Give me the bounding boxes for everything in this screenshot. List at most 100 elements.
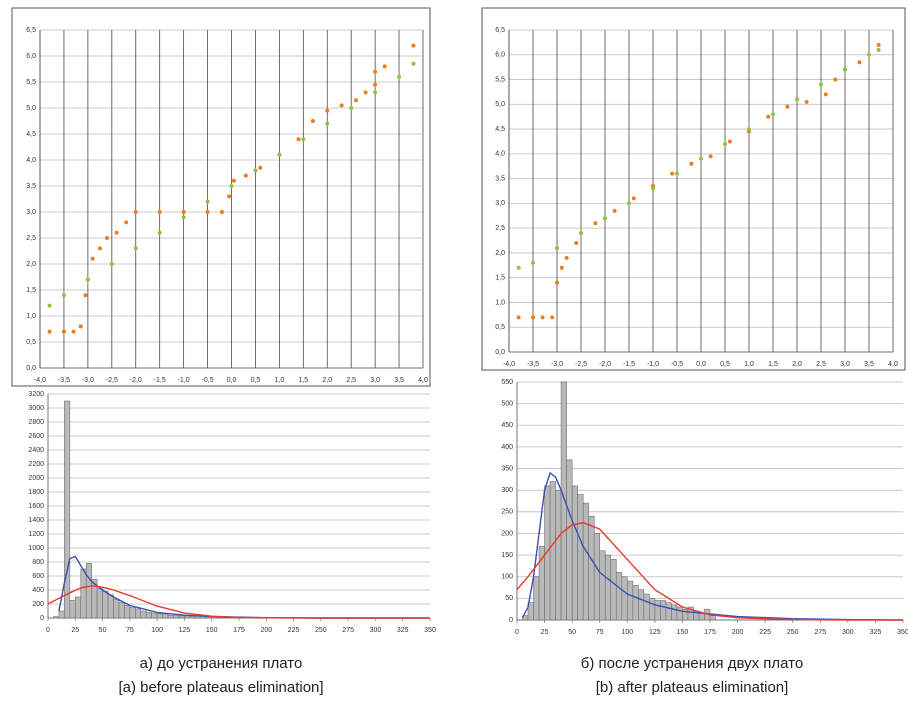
point (157, 230, 162, 235)
point (90, 256, 95, 261)
x-tick-label: 2,0 (322, 377, 332, 384)
x-tick-label: 25 (541, 629, 549, 636)
x-tick-label: -3,5 (527, 361, 539, 368)
y-tick-label: 3200 (28, 391, 44, 398)
point (708, 154, 713, 159)
x-tick-label: 275 (342, 627, 354, 634)
caption-translation: [b) after plateaus elimination] (596, 679, 789, 696)
x-tick-label: -2,0 (130, 377, 142, 384)
y-tick-label: 1,5 (26, 287, 36, 294)
point (382, 64, 387, 69)
point (85, 277, 90, 282)
bar (102, 591, 109, 619)
bar (80, 568, 87, 619)
x-tick-label: -1,0 (178, 377, 190, 384)
x-tick-label: 3,5 (394, 377, 404, 384)
x-tick-label: 0 (515, 629, 519, 636)
bar (151, 612, 158, 619)
x-tick-label: 1,0 (275, 377, 285, 384)
x-tick-label: 0,5 (251, 377, 261, 384)
point (219, 210, 224, 214)
y-tick-label: 5,5 (495, 76, 505, 83)
x-tick-label: 0,0 (696, 361, 706, 368)
point (71, 329, 76, 334)
point (301, 137, 306, 142)
x-tick-label: 200 (260, 627, 272, 634)
bar (118, 602, 125, 619)
point (675, 171, 679, 176)
x-tick-label: 300 (842, 629, 854, 636)
x-tick-label: 1,5 (768, 361, 778, 368)
point (699, 156, 703, 161)
point (83, 293, 88, 298)
bar (167, 614, 174, 619)
point (819, 82, 823, 87)
point (727, 139, 732, 144)
caption: б) после устранения двух плато (581, 655, 803, 672)
x-tick-label: -2,0 (599, 361, 611, 368)
point (78, 324, 83, 329)
point (876, 42, 881, 47)
point (227, 194, 232, 199)
caption-translation: [a) before plateaus elimination] (118, 679, 323, 696)
bar (571, 485, 578, 621)
x-tick-label: -4,0 (34, 377, 46, 384)
y-tick-label: 600 (32, 573, 44, 580)
y-tick-label: 0,5 (495, 324, 505, 331)
point (603, 216, 607, 221)
x-tick-label: -4,0 (503, 361, 515, 368)
y-tick-label: 3,0 (26, 209, 36, 216)
point (531, 315, 535, 320)
bar (162, 614, 169, 619)
point (612, 208, 617, 213)
x-tick-label: 275 (814, 629, 826, 636)
y-tick-label: 250 (501, 509, 513, 516)
point (559, 265, 564, 270)
density-curve (47, 585, 430, 619)
y-tick-label: 2800 (28, 419, 44, 426)
y-tick-label: 0,0 (495, 349, 505, 356)
x-tick-label: -2,5 (106, 377, 118, 384)
x-tick-label: 3,5 (864, 361, 874, 368)
x-tick-label: 325 (397, 627, 409, 634)
point (651, 186, 655, 191)
bar (560, 381, 567, 621)
y-tick-label: 3,5 (26, 183, 36, 190)
x-tick-label: 2,0 (792, 361, 802, 368)
density-curve (516, 521, 903, 621)
point (325, 121, 330, 126)
x-tick-label: 4,0 (888, 361, 898, 368)
x-tick-label: 0 (46, 627, 50, 634)
bar (599, 550, 606, 621)
point (47, 329, 52, 334)
x-tick-label: 150 (677, 629, 689, 636)
x-tick-label: 50 (568, 629, 576, 636)
y-tick-label: 2400 (28, 447, 44, 454)
point (310, 119, 315, 123)
bar (135, 608, 142, 619)
x-tick-label: 2,5 (346, 377, 356, 384)
point (339, 103, 344, 108)
point (670, 171, 675, 176)
y-tick-label: 3,0 (495, 200, 505, 207)
y-tick-label: 5,0 (495, 101, 505, 108)
x-tick-label: -3,0 (82, 377, 94, 384)
point (181, 215, 186, 220)
y-tick-label: 550 (501, 379, 513, 386)
bar (671, 604, 678, 621)
y-tick-label: 150 (501, 552, 513, 559)
x-tick-label: 0,5 (720, 361, 730, 368)
y-tick-label: 2,5 (495, 225, 505, 232)
point (823, 92, 828, 97)
point (205, 199, 210, 204)
y-tick-label: 1800 (28, 489, 44, 496)
point (857, 60, 862, 65)
point (550, 315, 555, 320)
density-curve (521, 471, 904, 621)
bar (698, 613, 705, 621)
point (349, 106, 354, 110)
point (373, 69, 378, 74)
x-tick-label: -1,5 (623, 361, 635, 368)
y-tick-label: 2,0 (26, 261, 36, 268)
point (574, 241, 579, 246)
